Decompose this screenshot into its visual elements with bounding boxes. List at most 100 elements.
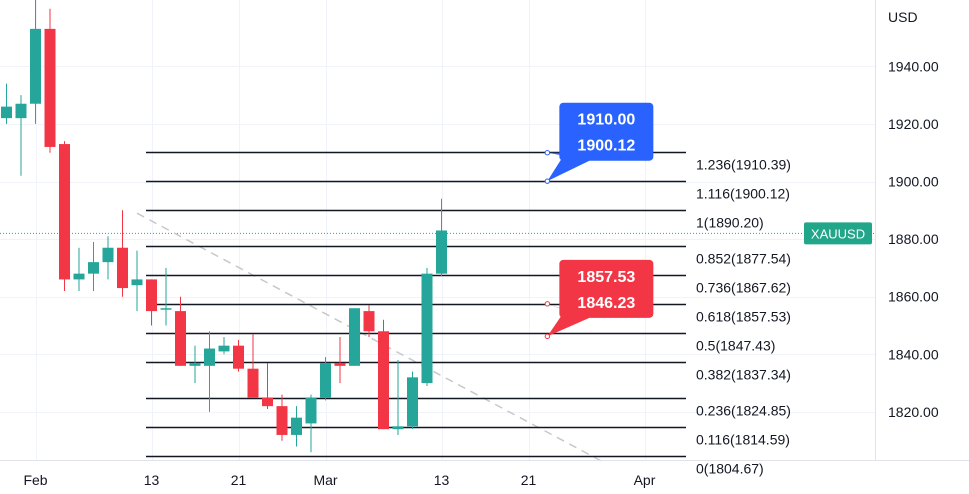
candle-body [44, 28, 56, 147]
candle-body [276, 406, 288, 435]
chart-grid [0, 0, 875, 460]
candle-body [320, 362, 331, 398]
fib-level-label: 0.116(1814.59) [696, 432, 790, 448]
candle [291, 406, 302, 447]
candle [160, 267, 172, 326]
candle [102, 236, 114, 280]
candle-body [175, 311, 186, 366]
x-axis-tick-label: 13 [434, 472, 450, 488]
candle [436, 198, 447, 277]
candle-body [247, 368, 259, 398]
x-axis-tick-label: Apr [634, 472, 656, 488]
callout-value: 1900.12 [577, 138, 635, 155]
candle-body [15, 103, 27, 119]
candle-body [88, 262, 99, 274]
candle-body [218, 345, 230, 352]
candle [320, 357, 331, 401]
x-axis-tick-label: 13 [144, 472, 160, 488]
candle-body [262, 397, 273, 407]
candle [73, 247, 85, 291]
ticker-badge: XAUUSD [804, 222, 872, 245]
y-axis-tick-label: 1860.00 [888, 289, 939, 305]
candle [349, 308, 360, 366]
y-axis-tick-label: 1820.00 [888, 404, 939, 420]
x-axis-tick-label: Feb [23, 472, 47, 488]
y-axis-tick-label: 1840.00 [888, 346, 939, 362]
x-axis-tick-label: 21 [521, 472, 537, 488]
candle-body [363, 311, 375, 332]
candle [378, 319, 389, 430]
candle-body [334, 362, 346, 366]
candle-body [160, 308, 172, 310]
candle-body [117, 247, 128, 289]
callout-blue: 1910.00 1900.12 [544, 102, 654, 184]
callout-value: 1857.53 [577, 269, 635, 286]
candle [233, 339, 244, 372]
candles-layer [1, 0, 447, 453]
candle-body [102, 247, 114, 263]
candle [363, 305, 375, 338]
fib-level-label: 0.618(1857.53) [696, 309, 791, 325]
y-axis-tick-label: 1940.00 [888, 58, 939, 74]
candle [247, 334, 259, 398]
candle [88, 241, 99, 291]
dashed-trend-line [136, 212, 602, 462]
ticker-symbol: XAUUSD [811, 226, 865, 241]
fib-level-label: 1(1890.20) [696, 215, 764, 231]
fib-level-label: 0.382(1837.34) [696, 367, 791, 383]
fib-level-label: 1.116(1900.12) [696, 186, 790, 202]
currency-label: USD [888, 9, 918, 25]
candle-body [59, 144, 70, 280]
candle-body [204, 348, 215, 366]
candle [131, 250, 143, 312]
candle [262, 362, 273, 410]
candle-body [392, 426, 404, 430]
candle [305, 394, 317, 453]
callout-anchor-dot [544, 178, 551, 184]
candle-body [131, 279, 143, 286]
callout-value: 1910.00 [577, 112, 635, 129]
candle-body [233, 345, 244, 369]
fib-levels-layer: 1.236(1910.39) 1.116(1900.12) 1(1890.20) 0.… [146, 151, 791, 477]
fib-level-label: 0.852(1877.54) [696, 251, 791, 267]
candle-body [378, 331, 389, 430]
callout-red: 1857.53 1846.23 [544, 259, 654, 340]
candle-body [189, 362, 201, 366]
callout-value: 1846.23 [577, 295, 635, 312]
candle [392, 360, 404, 435]
price-callouts-layer: 1910.00 1900.12 1857.53 1846.23 [544, 102, 654, 340]
fib-level-label: 0.236(1824.85) [696, 403, 791, 419]
candle [407, 371, 418, 430]
candle [276, 394, 288, 441]
callout-box [559, 102, 654, 161]
trend-line-layer [136, 212, 602, 462]
candle-body [146, 279, 157, 312]
candle-body [421, 273, 433, 384]
candle-body [349, 308, 360, 366]
fib-level-label: 0.5(1847.43) [696, 338, 775, 354]
fib-level-label: 0(1804.67) [696, 461, 764, 477]
x-axis-tick-label: 21 [231, 472, 247, 488]
callout-anchor-dot [544, 301, 551, 307]
candle [421, 267, 433, 386]
candle-body [291, 417, 302, 435]
x-axis-tick-label: Mar [313, 472, 337, 488]
candle [1, 83, 12, 124]
candle [204, 331, 215, 412]
candle-body [436, 230, 447, 274]
candle [175, 296, 186, 366]
candle-body [73, 273, 85, 280]
ticker-badge-bg [804, 222, 872, 245]
candle-body [407, 377, 418, 427]
y-axis-tick-label: 1900.00 [888, 174, 939, 190]
candle [59, 141, 70, 291]
candle [146, 279, 157, 326]
candle [334, 337, 346, 384]
candle-body [30, 28, 41, 104]
candle-body [305, 397, 317, 424]
callout-box [559, 259, 654, 318]
callout-anchor-dot [544, 150, 551, 156]
candle [30, 0, 41, 124]
